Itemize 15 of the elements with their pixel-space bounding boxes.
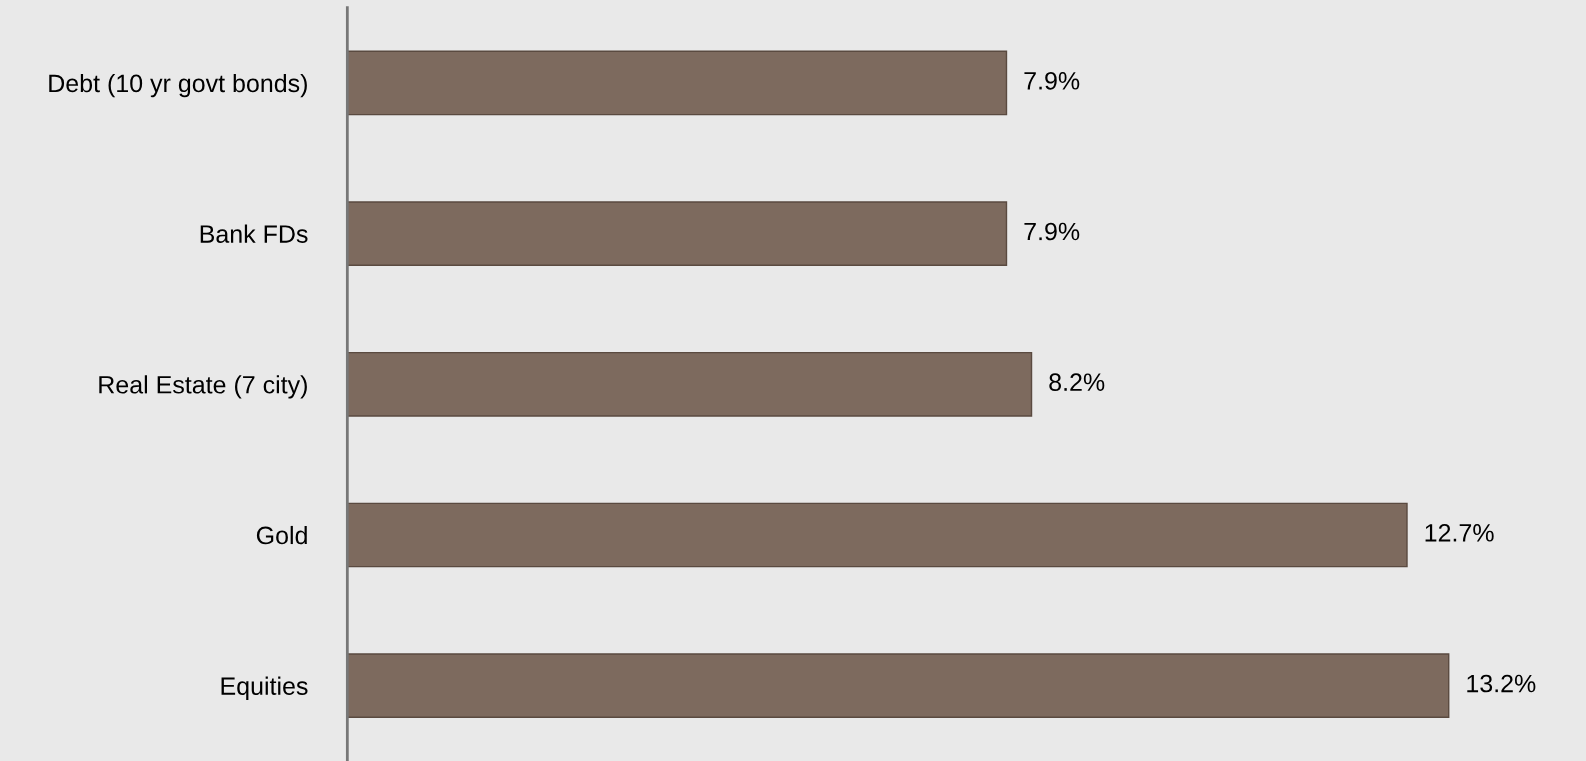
bar: [347, 502, 1408, 568]
y-tick-label: Bank FDs: [200, 224, 308, 243]
bar: [347, 653, 1450, 718]
y-tick-label: Gold: [256, 525, 307, 545]
data-label: 13.2%: [1467, 674, 1536, 693]
bar: [347, 351, 1033, 417]
y-tick-label: Real Estate (7 city): [99, 375, 307, 399]
data-label: 7.9%: [1024, 71, 1080, 90]
bar: [347, 50, 1008, 116]
y-tick-label: Equities: [221, 676, 308, 700]
data-label: 8.2%: [1049, 373, 1105, 392]
bar: [347, 201, 1008, 266]
data-label: 12.7%: [1425, 523, 1494, 542]
data-label: 7.9%: [1024, 222, 1080, 241]
y-tick-label: Debt (10 yr govt bonds): [49, 73, 307, 98]
